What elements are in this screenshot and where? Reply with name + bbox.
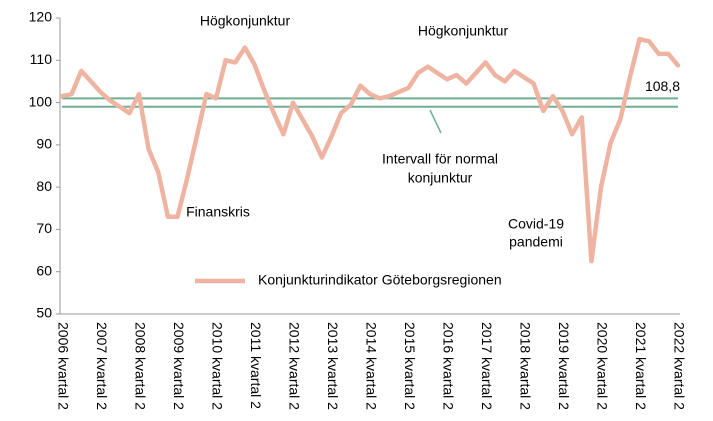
y-tick-label: 50 — [36, 305, 52, 321]
x-tick-label: 2021 kvartal 2 — [633, 322, 649, 410]
annotation: Högkonjunktur — [418, 23, 509, 39]
x-tick-label: 2011 kvartal 2 — [248, 322, 264, 409]
annotation: konjunktur — [408, 170, 473, 186]
x-tick-label: 2007 kvartal 2 — [94, 322, 110, 410]
x-tick-label: 2016 kvartal 2 — [440, 322, 456, 410]
x-tick-label: 2013 kvartal 2 — [325, 322, 341, 410]
x-tick-label: 2020 kvartal 2 — [594, 322, 610, 410]
x-tick-label: 2014 kvartal 2 — [363, 322, 379, 410]
y-tick-label: 120 — [29, 9, 53, 25]
y-tick-label: 100 — [29, 93, 53, 109]
data-label: 108,8 — [645, 78, 680, 94]
y-tick-label: 80 — [36, 178, 52, 194]
y-tick-label: 90 — [36, 136, 52, 152]
y-tick-label: 110 — [30, 51, 53, 67]
x-tick-label: 2009 kvartal 2 — [171, 322, 187, 410]
x-tick-label: 2008 kvartal 2 — [132, 322, 148, 410]
legend-label: Konjunkturindikator Göteborgsregionen — [258, 272, 502, 288]
x-tick-label: 2017 kvartal 2 — [479, 322, 495, 410]
annotation: pandemi — [509, 234, 563, 250]
annotation: Covid-19 — [508, 216, 564, 232]
x-tick-label: 2018 kvartal 2 — [517, 322, 533, 410]
annotation-pointer — [429, 109, 442, 134]
y-tick-label: 60 — [36, 262, 52, 278]
x-tick-label: 2022 kvartal 2 — [671, 322, 687, 410]
x-tick-label: 2010 kvartal 2 — [209, 322, 225, 410]
y-tick-label: 70 — [36, 220, 52, 236]
annotation: Högkonjunktur — [200, 13, 291, 29]
x-tick-label: 2019 kvartal 2 — [556, 322, 572, 410]
data-line — [59, 36, 681, 264]
annotation: Intervall för normal — [382, 151, 498, 167]
annotation: Finanskris — [186, 204, 250, 220]
x-tick-label: 2006 kvartal 2 — [55, 322, 71, 410]
x-tick-label: 2015 kvartal 2 — [402, 322, 418, 410]
x-tick-label: 2012 kvartal 2 — [286, 322, 302, 410]
